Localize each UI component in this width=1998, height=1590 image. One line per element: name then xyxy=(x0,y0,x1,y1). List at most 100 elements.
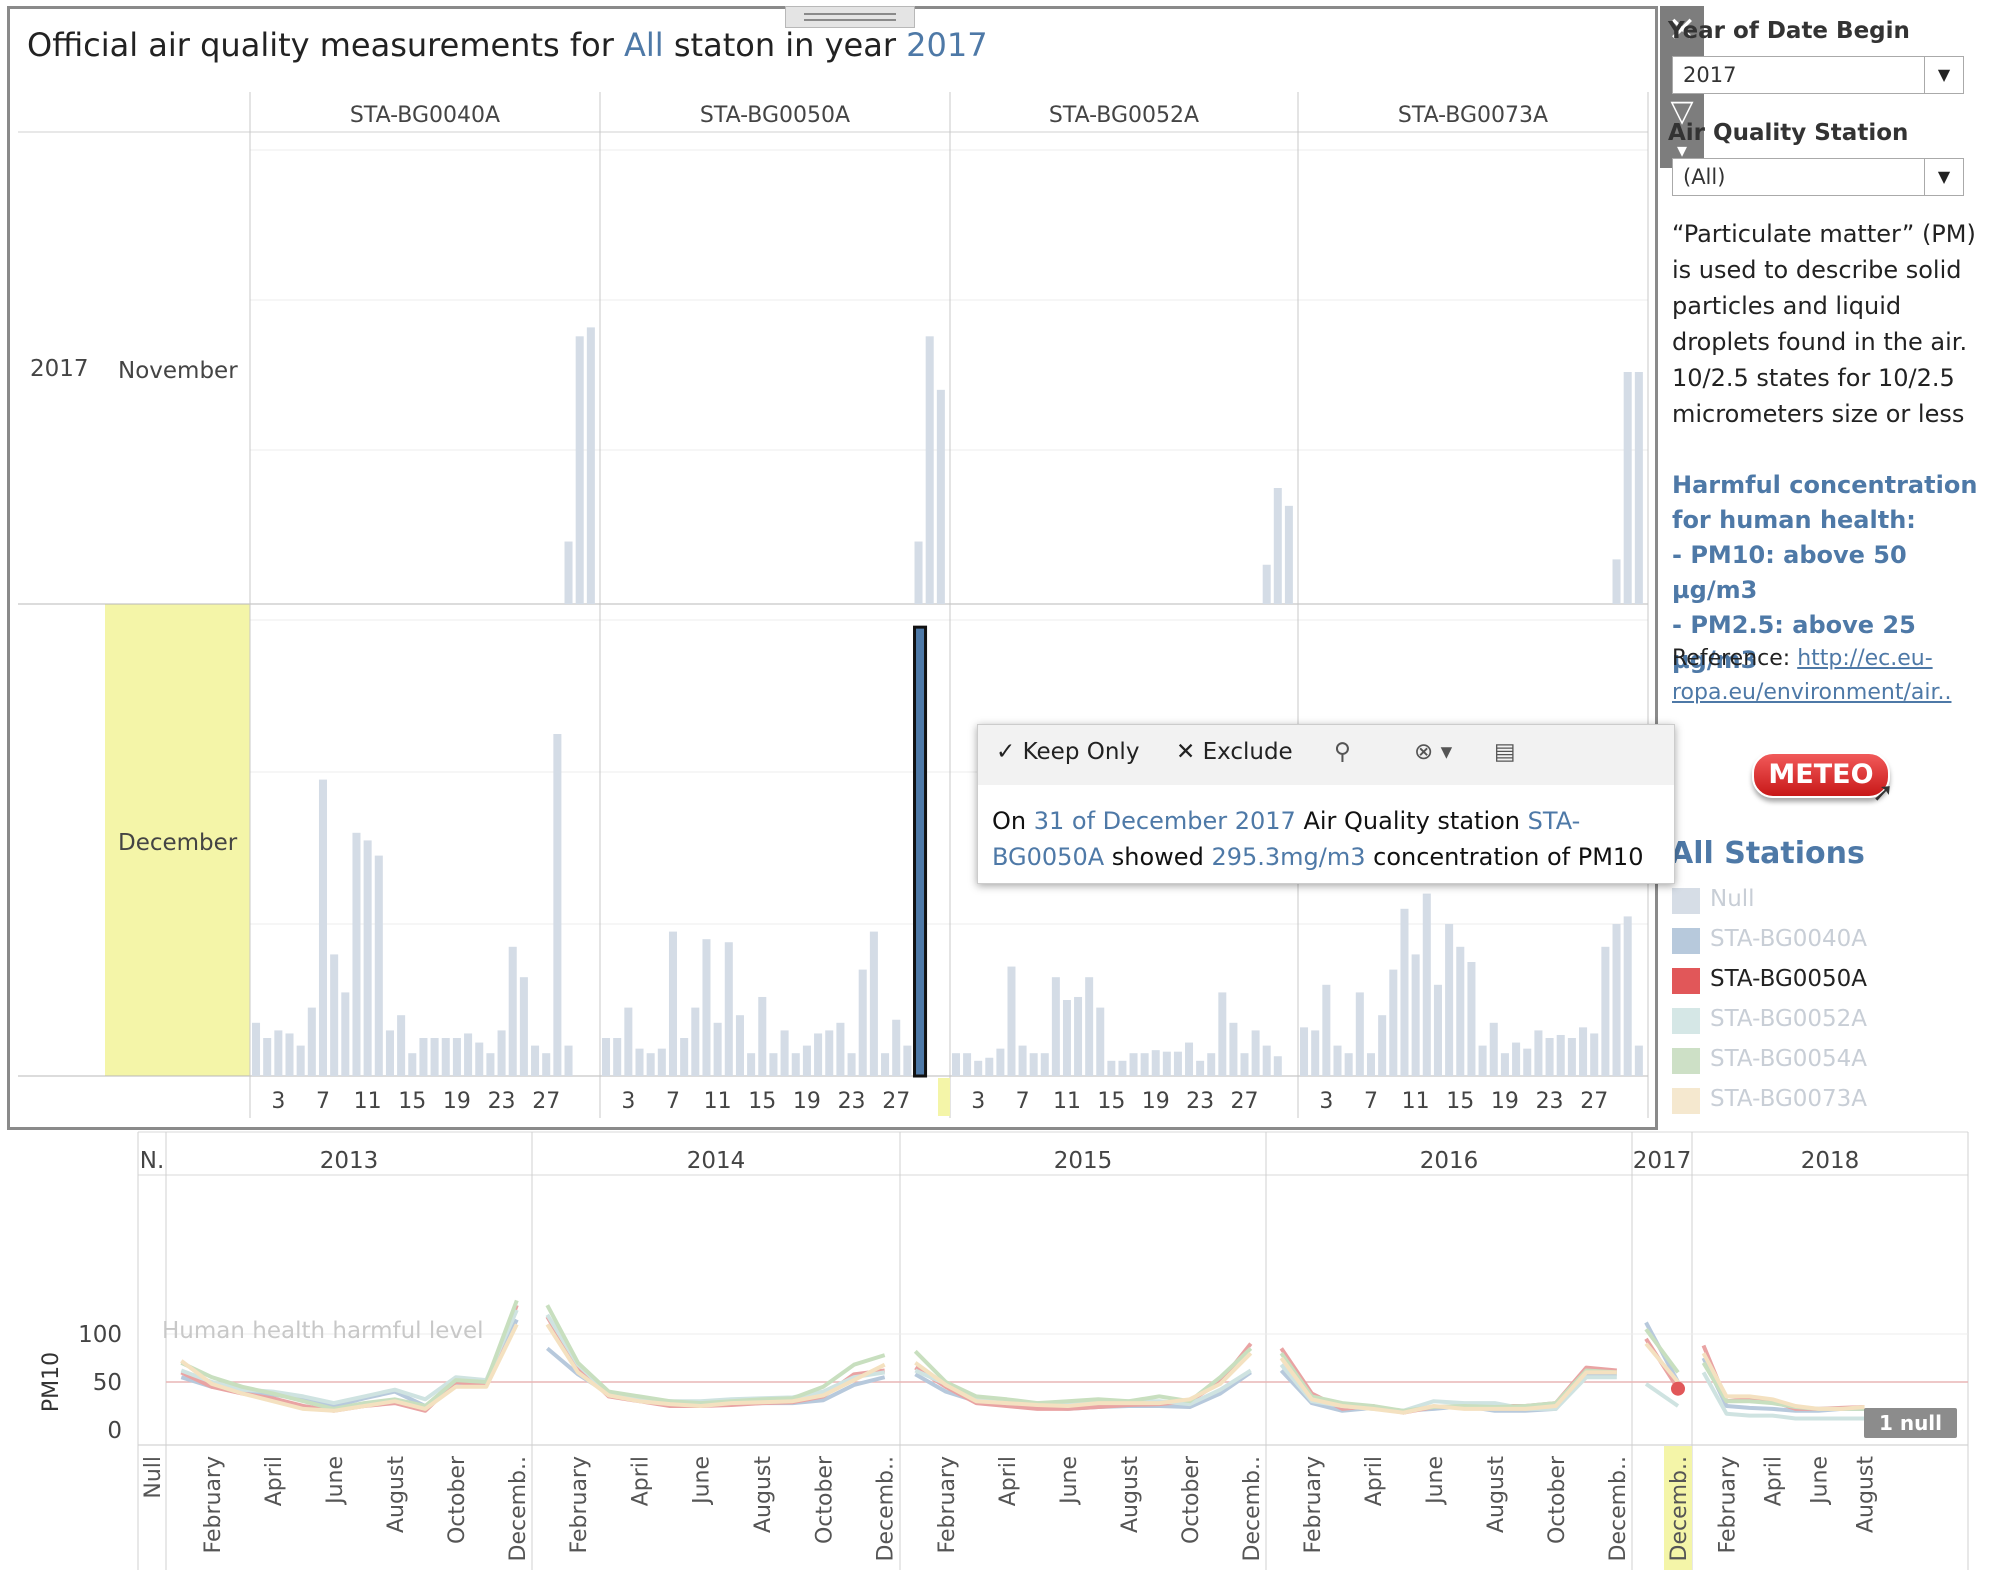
daily-bar-chart: 2017 November December STA-BG0040A STA-BG005… xyxy=(18,92,1649,1118)
year-header: 2016 xyxy=(1420,1148,1479,1174)
y-axis-label: PM10 xyxy=(39,1352,64,1412)
bar xyxy=(1512,1042,1521,1076)
reference-link[interactable]: http://ec.eu-ropa.eu/environment/air.. xyxy=(1672,646,1952,705)
bar xyxy=(296,1045,305,1076)
bar xyxy=(963,1053,972,1076)
chevron-down-icon[interactable]: ▼ xyxy=(1924,159,1963,195)
drag-handle[interactable] xyxy=(785,6,915,28)
bar xyxy=(1567,1038,1576,1076)
bar xyxy=(1612,924,1621,1076)
bar xyxy=(1556,1034,1565,1076)
bar xyxy=(1445,924,1454,1076)
bar xyxy=(341,992,350,1076)
bar xyxy=(624,1007,633,1076)
bar xyxy=(397,1015,406,1076)
month-label: June xyxy=(690,1456,715,1506)
day-tick-label: 11 xyxy=(1053,1089,1081,1114)
group-members-icon[interactable]: ⚲ xyxy=(1334,739,1351,765)
bar xyxy=(1601,946,1610,1076)
bar xyxy=(858,969,867,1076)
bar xyxy=(1378,1015,1387,1076)
month-label: October xyxy=(1545,1455,1570,1544)
day-tick-label: 3 xyxy=(621,1089,635,1114)
bar xyxy=(1545,1038,1554,1076)
month-label: August xyxy=(751,1456,776,1533)
monthly-line-chart: N. 2013 2014 2015 2016 2017 2018 0 50 100 PM10 Null… xyxy=(39,1131,1969,1570)
tooltip-showed: showed xyxy=(1104,843,1212,871)
keep-only-button[interactable]: ✓ Keep Only xyxy=(996,739,1140,765)
bar xyxy=(702,939,711,1076)
bar xyxy=(575,336,584,604)
tooltip-toolbar xyxy=(978,725,1674,785)
day-tick-label: 23 xyxy=(1186,1089,1214,1114)
bar xyxy=(508,946,517,1076)
more-options-icon[interactable]: ▾ xyxy=(1676,138,1688,162)
day-tick-label: 27 xyxy=(532,1089,560,1114)
month-label: June xyxy=(323,1456,348,1506)
month-label: October xyxy=(1179,1455,1204,1544)
y-tick-label: 50 xyxy=(93,1370,122,1396)
bar xyxy=(1229,1022,1238,1076)
day-tick-label: 27 xyxy=(1231,1089,1259,1114)
day-tick-label: 23 xyxy=(1536,1089,1564,1114)
month-label: February xyxy=(201,1456,226,1554)
bar xyxy=(1623,916,1632,1076)
month-label: February xyxy=(1301,1456,1326,1554)
bar xyxy=(1634,372,1643,604)
bar xyxy=(263,1038,272,1076)
series-line-sta-bg0052a xyxy=(1644,1382,1680,1408)
meteo-button[interactable]: METEO xyxy=(1752,752,1890,798)
day-tick-label: 15 xyxy=(748,1089,776,1114)
view-data-icon[interactable]: ▤ xyxy=(1494,739,1516,765)
day-tick-label: 11 xyxy=(354,1089,382,1114)
chevron-down-icon[interactable]: ▼ xyxy=(1924,57,1963,93)
tooltip-prefix: On xyxy=(992,807,1034,835)
bar xyxy=(363,840,372,1076)
series-line-sta-bg0073a xyxy=(545,1323,886,1408)
bar xyxy=(791,1053,800,1076)
year-header: 2014 xyxy=(687,1148,746,1174)
december-highlight xyxy=(105,604,250,1076)
month-label: August xyxy=(1484,1456,1509,1533)
month-label: Decemb.. xyxy=(1606,1456,1631,1562)
bar xyxy=(1489,1022,1498,1076)
bar xyxy=(1467,962,1476,1076)
day-tick-label: 19 xyxy=(793,1089,821,1114)
legend-swatch xyxy=(1672,1048,1700,1074)
close-icon[interactable]: ✕ xyxy=(1667,10,1697,50)
bar xyxy=(1173,1051,1182,1076)
filter-funnel-icon[interactable]: ▽ xyxy=(1670,94,1694,129)
bar xyxy=(1333,1045,1342,1076)
legend-swatch xyxy=(1672,968,1700,994)
year-header: 2015 xyxy=(1054,1148,1113,1174)
legend-label: STA-BG0052A xyxy=(1710,1006,1868,1032)
sets-icon[interactable]: ⊗ ▾ xyxy=(1414,739,1453,765)
title-year: 2017 xyxy=(906,26,988,64)
station-filter-dropdown[interactable]: (All) ▼ xyxy=(1672,158,1964,196)
bar xyxy=(408,1053,417,1076)
bar xyxy=(1500,1053,1509,1076)
null-count-badge[interactable]: 1 null xyxy=(1864,1408,1957,1438)
series-line-sta-bg0054a xyxy=(1644,1328,1680,1374)
bar xyxy=(646,1053,655,1076)
day-tick-label: 3 xyxy=(271,1089,285,1114)
bar xyxy=(1534,1030,1543,1076)
bar xyxy=(869,931,878,1076)
bar xyxy=(1196,1060,1205,1076)
year-label: 2017 xyxy=(30,356,89,382)
bar xyxy=(1140,1053,1149,1076)
reference: Reference: http://ec.eu-ropa.eu/environm… xyxy=(1672,642,1992,710)
bar xyxy=(657,1048,666,1076)
title-prefix: Official air quality measurements for xyxy=(27,26,625,64)
day-tick-label: 19 xyxy=(1142,1089,1170,1114)
bar xyxy=(1523,1048,1532,1076)
month-label-december: December xyxy=(118,830,238,856)
exclude-button[interactable]: ✕ Exclude xyxy=(1176,739,1293,765)
bar xyxy=(1478,1045,1487,1076)
top-chart-panel xyxy=(7,6,1658,1130)
day-tick-label: 27 xyxy=(1580,1089,1608,1114)
bar xyxy=(1040,1053,1049,1076)
bar xyxy=(1129,1053,1138,1076)
month-label: April xyxy=(996,1456,1021,1506)
year-filter-dropdown[interactable]: 2017 ▼ xyxy=(1672,56,1964,94)
